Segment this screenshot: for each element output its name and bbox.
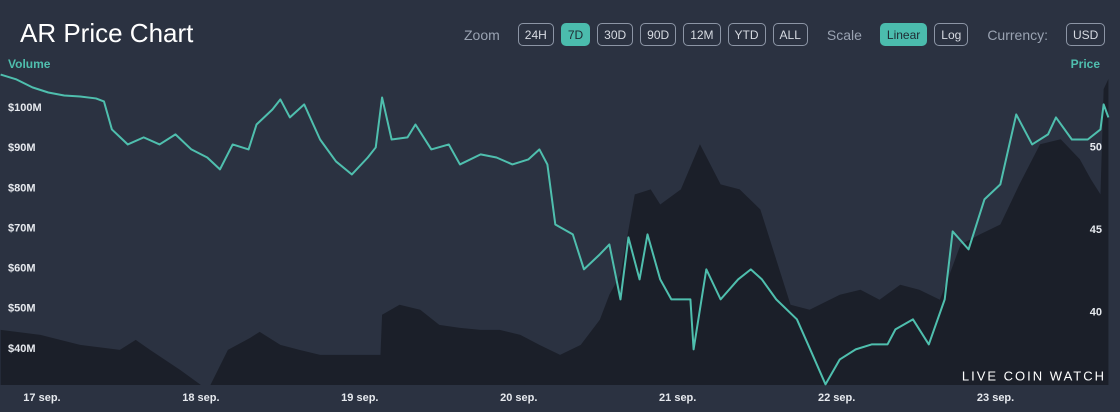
x-tick-label: 23 sep. [977, 392, 1014, 404]
y-tick-label: $40M [8, 343, 36, 355]
volume-area [0, 79, 1109, 385]
zoom-button[interactable]: ALL [772, 23, 808, 46]
x-tick-label: 22 sep. [818, 392, 855, 404]
y2-tick-label: 45 [1090, 224, 1102, 236]
y-tick-label: $90M [8, 142, 36, 154]
x-tick-label: 20 sep. [500, 392, 537, 404]
scale-button[interactable]: Linear [879, 23, 928, 46]
y-tick-label: $100M [8, 102, 42, 114]
zoom-button[interactable]: 12M [683, 23, 721, 46]
zoom-button[interactable]: 30D [597, 23, 634, 46]
zoom-button[interactable]: YTD [727, 23, 766, 46]
x-tick-label: 19 sep. [341, 392, 378, 404]
brand-logo: LIVE COIN WATCH [962, 368, 1106, 383]
zoom-label: Zoom [464, 26, 500, 43]
x-tick-label: 18 sep. [182, 392, 219, 404]
y-axis-label: Volume [8, 57, 51, 71]
y-tick-label: $60M [8, 263, 36, 275]
y2-axis-label: Price [1071, 57, 1101, 71]
currency-button[interactable]: USD [1066, 23, 1106, 46]
x-tick-label: 17 sep. [23, 392, 60, 404]
price-line [0, 73, 1110, 386]
chart-title: AR Price Chart [20, 18, 194, 48]
toolbar: Zoom 24H 7D 30D 90D 12M YTD ALL Scale Linear Log Cu… [464, 23, 1112, 46]
y2-tick-label: 40 [1090, 306, 1102, 318]
zoom-button[interactable]: 24H [517, 23, 554, 46]
y2-tick-label: 50 [1090, 141, 1102, 153]
scale-button[interactable]: Log [934, 23, 969, 46]
scale-label: Scale [826, 26, 862, 43]
x-tick-label: 21 sep. [659, 392, 696, 404]
zoom-button[interactable]: 7D [560, 23, 591, 46]
y-tick-label: $80M [8, 182, 36, 194]
y-tick-label: $50M [8, 303, 36, 315]
currency-label: Currency: [987, 26, 1048, 43]
y-tick-label: $70M [8, 222, 36, 234]
zoom-button[interactable]: 90D [640, 23, 677, 46]
